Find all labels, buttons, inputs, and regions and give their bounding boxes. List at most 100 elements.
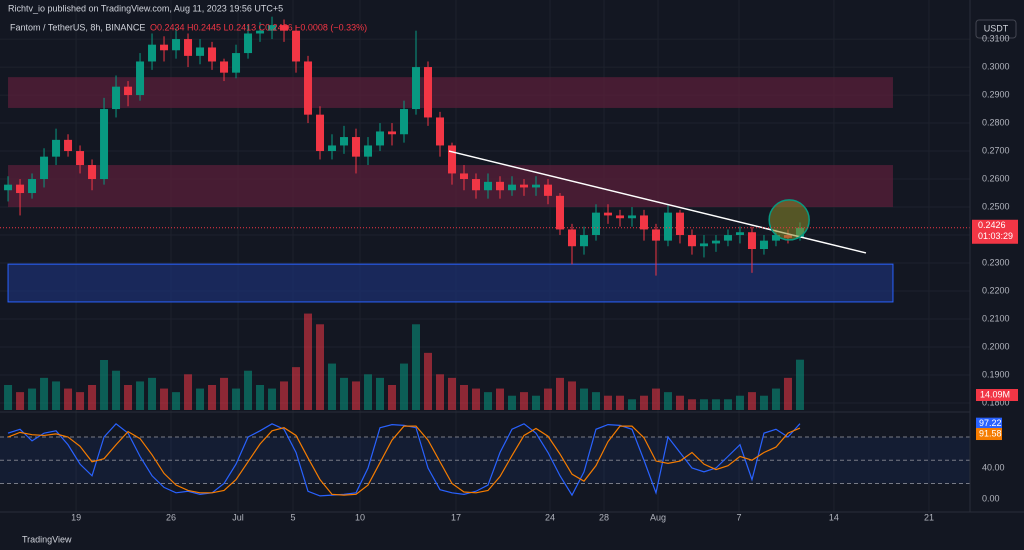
brand: TradingView [22,534,72,544]
candle-body [376,131,385,146]
x-tick-label: 17 [451,512,461,522]
x-tick-label: 24 [545,512,555,522]
stoch-tick-label: 40.00 [982,462,1005,472]
candle-body [735,232,744,236]
candle-body [196,47,205,56]
volume-bar [699,399,708,410]
stoch-last-label: 91.58 [979,428,1002,438]
candle-body [220,61,229,73]
x-tick-label: 19 [71,512,81,522]
y-tick-label: 0.3100 [982,33,1010,43]
y-tick-label: 0.2500 [982,201,1010,211]
volume-bar [555,377,564,410]
candle-body [100,109,109,180]
y-tick-label: 0.2800 [982,117,1010,127]
candle-body [579,235,588,247]
stoch-line [7,423,801,497]
volume-bar [711,399,720,410]
volume-bar [244,370,253,410]
candle-body [603,212,612,216]
volume-bar [687,399,696,410]
candle-body [436,117,445,146]
y-tick-label: 0.2700 [982,145,1010,155]
volume-bar [256,385,265,410]
volume-bar [196,388,205,410]
candle-body [268,25,277,31]
candle-body [555,195,564,230]
zone [8,77,893,108]
y-tick-label: 0.2100 [982,313,1010,323]
stoch-last-label: 97.22 [979,418,1002,428]
x-tick-label: 7 [737,512,742,522]
volume-bar [460,385,469,410]
volume-bar [495,388,504,410]
volume-bar [100,360,109,410]
stoch-line [7,425,801,496]
last-price-box [972,219,1018,244]
x-tick-label: 5 [291,512,296,522]
volume-last-box [976,389,1018,401]
candle-body [448,145,457,174]
candle-body [160,44,169,51]
volume-bar [160,388,169,410]
candle-body [412,67,421,110]
volume-bar [591,392,600,410]
candle-body [519,184,528,188]
volume-bar [400,363,409,410]
candle-body [328,145,337,152]
x-tick-label: 21 [924,512,934,522]
volume-bar [424,352,433,410]
volume-bar [16,392,25,410]
volume-bar [747,392,756,410]
volume-bar [472,388,481,410]
candle-body [172,39,181,51]
candle-body [244,33,253,54]
candle-body [112,86,121,110]
volume-bar [268,388,277,410]
candle-body [472,179,481,191]
candle-body [711,240,720,244]
candle-body [304,61,313,115]
candle-body [232,53,241,73]
candle-body [40,156,49,180]
currency-button[interactable] [975,19,1017,39]
y-tick-label: 0.3000 [982,61,1010,71]
candle-body [567,229,576,247]
volume-bar [448,377,457,410]
volume-bar [292,367,301,410]
currency-label[interactable]: USDT [984,23,1009,33]
candle-body [771,235,780,241]
candle-body [88,165,97,180]
candle-body [184,39,193,56]
chart-title: Fantom / TetherUS, 8h, BINANCE [10,22,145,32]
volume-bar [723,399,732,410]
volume-bar [124,385,133,410]
candle-body [256,30,265,34]
publisher: Richtv_io published on TradingView.com, … [8,3,283,13]
y-tick-label: 0.2600 [982,173,1010,183]
candle-body [591,212,600,236]
candle-body [424,67,433,118]
zone [7,263,894,303]
volume-last-label: 14.09M [980,389,1010,399]
candle-body [723,235,732,241]
x-tick-label: 26 [166,512,176,522]
volume-bar [531,395,540,410]
x-tick-label: 14 [829,512,839,522]
last-price-label: 0.2426 [978,220,1006,230]
volume-bar [675,395,684,410]
volume-bar [232,388,241,410]
volume-bar [759,395,768,410]
volume-bar [328,363,337,410]
candle-body [531,184,540,188]
x-tick-label: 28 [599,512,609,522]
candle-body [615,215,624,219]
candle-body [208,47,217,62]
volume-bar [4,385,13,410]
stoch-last-box [976,428,1002,441]
volume-bar [40,377,49,410]
volume-bar [136,381,145,410]
candle-body [16,184,25,194]
candle-body [543,184,552,196]
